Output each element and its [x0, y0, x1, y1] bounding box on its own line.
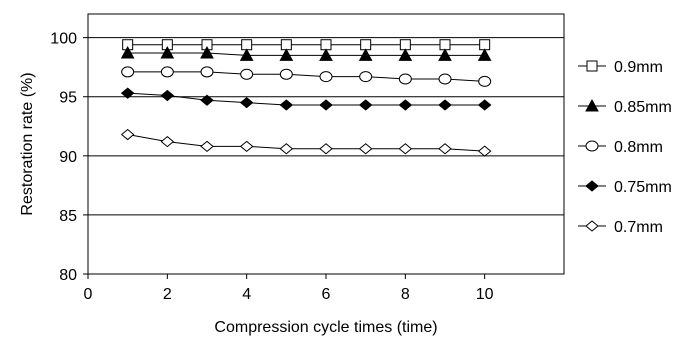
- data-point: [240, 68, 254, 80]
- data-point: [358, 48, 373, 61]
- legend-marker: [585, 220, 599, 232]
- data-point: [279, 99, 294, 111]
- data-point: [438, 73, 452, 85]
- data-point: [279, 68, 293, 80]
- data-point: [160, 89, 175, 102]
- data-point: [398, 143, 413, 155]
- data-point: [398, 99, 413, 111]
- legend: 0.9mm 0.85mm 0.8mm 0.75mm 0.7mm: [578, 59, 672, 236]
- legend-label: 0.75mm: [614, 179, 672, 196]
- legend-item-0-8mm: 0.8mm: [578, 139, 663, 156]
- series-0-75mm: [120, 87, 492, 111]
- data-point: [121, 66, 135, 78]
- data-point: [477, 99, 492, 111]
- data-point: [120, 128, 135, 141]
- legend-item-0-85mm: 0.85mm: [578, 98, 672, 116]
- data-point: [438, 143, 452, 155]
- data-point: [279, 48, 294, 61]
- x-axis-title: Compression cycle times (time): [214, 319, 437, 336]
- data-point: [239, 48, 254, 61]
- data-point: [200, 66, 214, 78]
- series-line: [127, 52, 485, 56]
- legend-label: 0.85mm: [614, 99, 672, 116]
- legend-label: 0.7mm: [614, 219, 663, 236]
- data-point: [320, 39, 332, 51]
- data-point: [360, 39, 372, 51]
- y-tick-label: 80: [59, 267, 77, 284]
- data-point: [241, 39, 253, 51]
- data-point: [200, 45, 214, 59]
- y-axis-title: Restoration rate (%): [19, 72, 36, 215]
- data-point: [319, 99, 333, 111]
- x-tick-label: 4: [242, 286, 251, 303]
- y-tick-label: 90: [59, 149, 77, 166]
- series-line: [127, 71, 485, 82]
- legend-marker: [585, 180, 599, 192]
- legend-item-0-75mm: 0.75mm: [578, 179, 672, 196]
- series-0-7mm: [120, 128, 492, 157]
- data-point: [399, 39, 411, 51]
- legend-item-0-9mm: 0.9mm: [578, 59, 663, 76]
- series-0-85mm: [120, 45, 492, 61]
- data-point: [200, 140, 214, 153]
- data-point: [479, 39, 491, 51]
- legend-label: 0.8mm: [614, 139, 663, 156]
- data-point: [279, 143, 294, 155]
- data-point: [358, 99, 373, 111]
- data-point: [477, 145, 492, 157]
- x-tick-label: 8: [401, 286, 410, 303]
- series-0-9mm: [122, 39, 491, 51]
- data-point: [160, 45, 175, 59]
- data-point: [398, 73, 412, 85]
- data-point: [438, 48, 452, 61]
- data-point: [160, 66, 174, 78]
- data-point: [359, 71, 373, 83]
- data-point: [319, 143, 333, 155]
- data-point: [280, 39, 292, 51]
- data-point: [239, 96, 254, 109]
- series-line: [127, 134, 485, 152]
- gridlines: [88, 37, 564, 216]
- legend-marker: [585, 98, 599, 112]
- data-point: [120, 45, 135, 59]
- x-tick-label: 10: [476, 286, 494, 303]
- legend-label: 0.9mm: [614, 59, 663, 76]
- data-point: [438, 99, 452, 111]
- data-point: [160, 135, 175, 148]
- y-tick-label: 100: [50, 31, 77, 48]
- series-0-8mm: [121, 66, 492, 87]
- data-point: [200, 94, 214, 106]
- data-point: [398, 48, 413, 61]
- series-group: [120, 39, 492, 157]
- x-tick-label: 2: [163, 286, 172, 303]
- legend-marker: [586, 60, 598, 72]
- x-tick-label: 0: [84, 286, 93, 303]
- data-point: [358, 143, 373, 155]
- y-tick-label: 95: [59, 90, 77, 107]
- series-line: [127, 92, 485, 106]
- axis-ticks: 80 85 90 95 100 0 2 4 6 8 10: [50, 31, 493, 303]
- x-tick-label: 6: [322, 286, 331, 303]
- y-tick-label: 85: [59, 208, 77, 225]
- data-point: [477, 48, 492, 61]
- data-point: [319, 71, 333, 83]
- data-point: [120, 87, 135, 99]
- legend-item-0-7mm: 0.7mm: [578, 219, 663, 236]
- data-point: [478, 75, 492, 87]
- data-point: [439, 39, 451, 51]
- data-point: [239, 140, 254, 153]
- legend-marker: [585, 140, 599, 152]
- data-point: [319, 48, 333, 61]
